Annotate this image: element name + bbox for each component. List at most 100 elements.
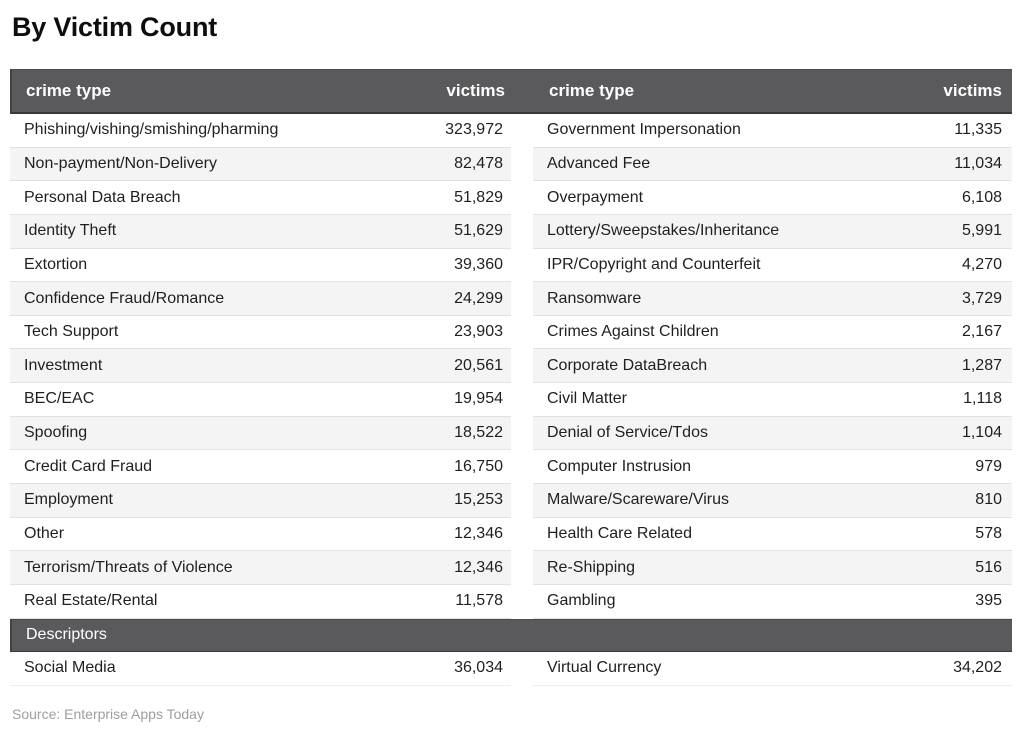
table-row: Social Media 36,034 xyxy=(10,651,511,686)
crime-type-cell: Real Estate/Rental xyxy=(24,592,158,610)
table-row: Spoofing 18,522 xyxy=(10,416,511,451)
table-row: Investment 20,561 xyxy=(10,349,511,384)
crime-type-cell: Social Media xyxy=(24,659,116,677)
victims-cell: 1,287 xyxy=(961,356,1002,374)
victims-cell: 11,034 xyxy=(954,154,1002,172)
victims-cell: 5,991 xyxy=(961,222,1002,240)
crime-type-cell: Personal Data Breach xyxy=(24,188,181,206)
victims-cell: 2,167 xyxy=(961,323,1002,341)
victims-cell: 516 xyxy=(975,558,1002,576)
victims-cell: 36,034 xyxy=(454,659,503,677)
victims-cell: 4,270 xyxy=(961,255,1002,273)
crime-type-cell: BEC/EAC xyxy=(24,390,95,408)
victims-cell: 3,729 xyxy=(961,289,1002,307)
crime-type-cell: Malware/Scareware/Virus xyxy=(547,491,729,509)
victims-header-left: victims xyxy=(446,81,505,100)
victim-count-table: crime type victims crime type victims Ph… xyxy=(10,69,1012,686)
left-table-body: Phishing/vishing/smishing/pharming 323,9… xyxy=(10,114,511,619)
crime-type-cell: Identity Theft xyxy=(24,222,117,240)
table-row: IPR/Copyright and Counterfeit 4,270 xyxy=(533,248,1012,283)
victims-cell: 82,478 xyxy=(454,154,503,172)
descriptors-section-header: Descriptors xyxy=(10,618,1012,652)
table-row: Civil Matter 1,118 xyxy=(533,383,1012,417)
victims-cell: 323,972 xyxy=(445,121,503,139)
table-row: Government Impersonation 11,335 xyxy=(533,114,1012,148)
victims-cell: 19,954 xyxy=(454,390,503,408)
table-row: Non-payment/Non-Delivery 82,478 xyxy=(10,147,511,182)
crime-type-cell: Terrorism/Threats of Violence xyxy=(24,558,233,576)
crime-type-cell: IPR/Copyright and Counterfeit xyxy=(547,255,761,273)
table-row: Other 12,346 xyxy=(10,517,511,552)
left-header: crime type victims xyxy=(12,81,513,101)
crime-type-cell: Crimes Against Children xyxy=(547,323,719,341)
crime-type-cell: Overpayment xyxy=(547,188,644,206)
crime-type-cell: Lottery/Sweepstakes/Inheritance xyxy=(547,222,780,240)
victims-cell: 1,104 xyxy=(961,424,1002,442)
crime-type-cell: Confidence Fraud/Romance xyxy=(24,289,225,307)
table-row: Crimes Against Children 2,167 xyxy=(533,315,1012,350)
victims-cell: 34,202 xyxy=(953,659,1002,677)
victims-cell: 6,108 xyxy=(961,188,1002,206)
source-attribution: Source: Enterprise Apps Today xyxy=(12,706,204,722)
descriptors-label: Descriptors xyxy=(26,626,107,644)
crime-type-cell: Investment xyxy=(24,356,103,374)
crime-type-cell: Employment xyxy=(24,491,113,509)
victims-cell: 20,561 xyxy=(454,356,503,374)
table-row: Denial of Service/Tdos 1,104 xyxy=(533,416,1012,451)
victims-cell: 18,522 xyxy=(454,424,503,442)
victims-cell: 51,629 xyxy=(454,222,503,240)
victims-cell: 12,346 xyxy=(454,525,503,542)
table-row: Identity Theft 51,629 xyxy=(10,214,511,249)
table-row: Overpayment 6,108 xyxy=(533,181,1012,215)
table-row: Terrorism/Threats of Violence 12,346 xyxy=(10,551,511,585)
crime-type-cell: Health Care Related xyxy=(547,525,692,542)
spacer xyxy=(511,114,533,619)
table-row: Employment 15,253 xyxy=(10,484,511,518)
table-body: Phishing/vishing/smishing/pharming 323,9… xyxy=(10,114,1012,619)
crime-type-cell: Government Impersonation xyxy=(547,121,741,139)
victims-cell: 11,578 xyxy=(455,592,503,610)
table-row: Computer Instrusion 979 xyxy=(533,450,1012,485)
victims-cell: 11,335 xyxy=(954,121,1002,139)
victims-cell: 15,253 xyxy=(454,491,503,509)
crime-type-cell: Credit Card Fraud xyxy=(24,457,153,475)
table-row: Malware/Scareware/Virus 810 xyxy=(533,484,1012,518)
table-row: Virtual Currency 34,202 xyxy=(533,651,1012,686)
table-row: Advanced Fee 11,034 xyxy=(533,147,1012,182)
crime-type-cell: Phishing/vishing/smishing/pharming xyxy=(24,121,279,139)
victims-cell: 979 xyxy=(975,457,1002,475)
crime-type-header-right: crime type xyxy=(549,81,635,100)
table-row: Extortion 39,360 xyxy=(10,248,511,283)
left-descriptor-body: Social Media 36,034 xyxy=(10,651,511,686)
crime-type-cell: Advanced Fee xyxy=(547,154,651,172)
table-row: Ransomware 3,729 xyxy=(533,282,1012,316)
table-row: Re-Shipping 516 xyxy=(533,551,1012,585)
crime-type-cell: Re-Shipping xyxy=(547,558,636,576)
page-title: By Victim Count xyxy=(12,12,218,42)
table-header: crime type victims crime type victims xyxy=(10,69,1012,114)
descriptors-body: Social Media 36,034 Virtual Currency 34,… xyxy=(10,651,1012,686)
victims-cell: 16,750 xyxy=(454,457,503,475)
right-table-body: Government Impersonation 11,335 Advanced… xyxy=(533,114,1012,619)
table-row: Credit Card Fraud 16,750 xyxy=(10,450,511,485)
table-row: BEC/EAC 19,954 xyxy=(10,383,511,417)
victims-cell: 810 xyxy=(975,491,1002,509)
crime-type-cell: Extortion xyxy=(24,255,88,273)
right-descriptor-body: Virtual Currency 34,202 xyxy=(533,651,1012,686)
victims-cell: 39,360 xyxy=(454,255,503,273)
table-row: Corporate DataBreach 1,287 xyxy=(533,349,1012,384)
table-row: Real Estate/Rental 11,578 xyxy=(10,584,511,619)
crime-type-cell: Non-payment/Non-Delivery xyxy=(24,154,217,172)
crime-type-cell: Other xyxy=(24,525,65,542)
victims-header-right: victims xyxy=(943,81,1002,100)
table-row: Confidence Fraud/Romance 24,299 xyxy=(10,282,511,316)
victims-cell: 51,829 xyxy=(454,188,503,206)
victims-cell: 1,118 xyxy=(963,390,1002,408)
victims-cell: 24,299 xyxy=(454,289,503,307)
right-header: crime type victims xyxy=(535,81,1012,101)
crime-type-cell: Computer Instrusion xyxy=(547,457,692,475)
crime-type-cell: Spoofing xyxy=(24,424,88,442)
victims-cell: 395 xyxy=(975,592,1002,610)
crime-type-cell: Gambling xyxy=(547,592,616,610)
table-row: Tech Support 23,903 xyxy=(10,315,511,350)
